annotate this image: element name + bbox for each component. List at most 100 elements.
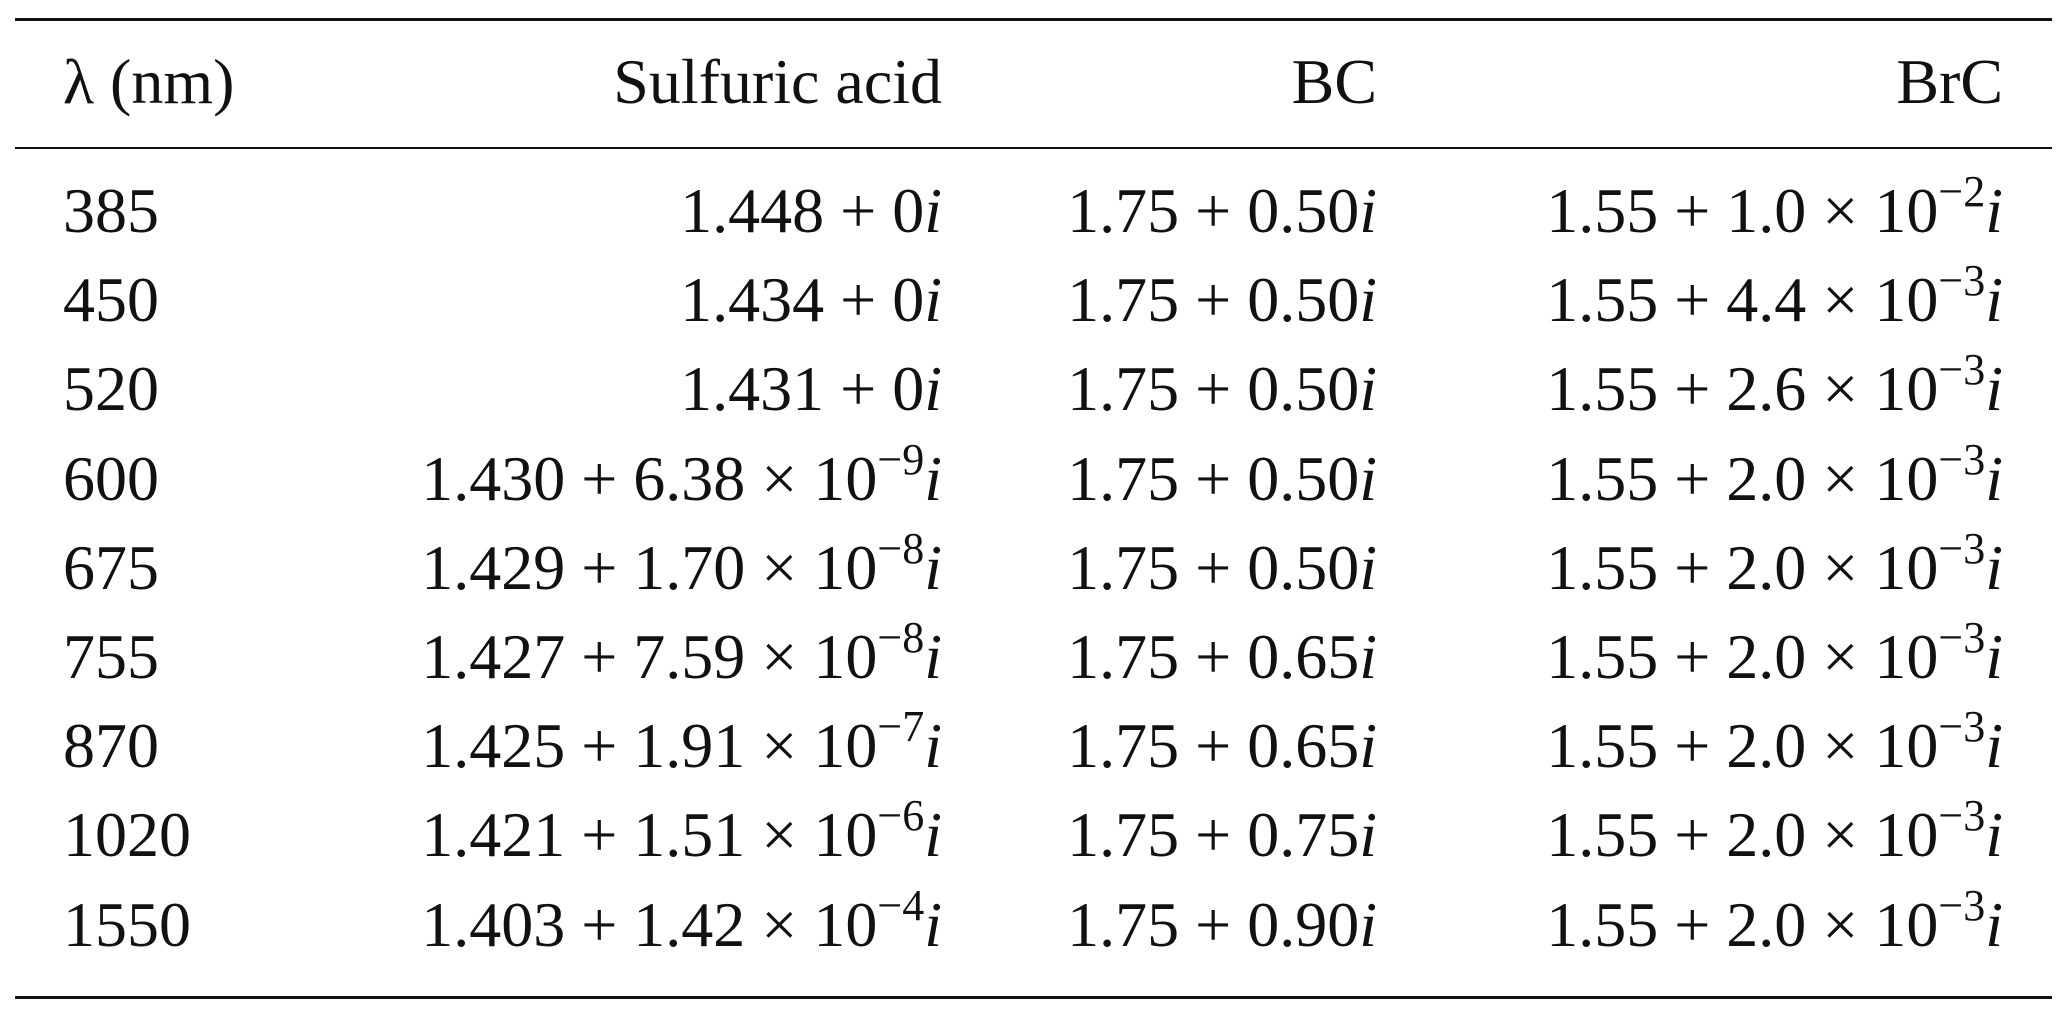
imaginary-unit: i [924, 353, 942, 425]
wavelength-cell: 1550 [63, 888, 191, 960]
index-cell: 1.75 + 0.65i [1067, 617, 1377, 697]
real-part: 1.75 + 0.75 [1067, 799, 1360, 871]
imaginary-unit: i [924, 621, 942, 692]
real-part: 1.75 + 0.50 [1067, 264, 1360, 336]
real-part: 1.403 + 1.42 × 10 [421, 888, 878, 960]
imaginary-unit: i [924, 442, 942, 514]
real-part: 1.55 + 2.0 × 10 [1546, 710, 1939, 782]
imaginary-unit: i [1359, 264, 1377, 336]
index-cell: 1.434 + 0i [680, 260, 942, 340]
real-part: 1.75 + 0.65 [1067, 621, 1360, 692]
exponent: −6 [877, 791, 925, 841]
wavelength-cell: 1020 [63, 799, 191, 871]
imaginary-unit: i [1985, 710, 2003, 782]
index-cell: 1.429 + 1.70 × 10−8i [421, 526, 942, 608]
exponent: −4 [877, 880, 925, 930]
real-part: 1.55 + 2.6 × 10 [1546, 353, 1939, 425]
imaginary-unit: i [1359, 799, 1377, 871]
real-part: 1.421 + 1.51 × 10 [421, 799, 878, 871]
imaginary-unit: i [1359, 175, 1377, 246]
wavelength-cell: 600 [63, 442, 159, 514]
real-part: 1.425 + 1.91 × 10 [421, 710, 878, 782]
index-cell: 1.75 + 0.90i [1067, 885, 1377, 965]
real-part: 1.55 + 1.0 × 10 [1546, 175, 1939, 246]
imaginary-unit: i [1985, 888, 2003, 960]
imaginary-unit: i [924, 531, 942, 603]
real-part: 1.75 + 0.50 [1067, 175, 1360, 246]
imaginary-unit: i [924, 710, 942, 782]
header-cell: Sulfuric acid [613, 46, 942, 117]
real-part: 1.448 + 0 [680, 175, 925, 246]
wavelength-cell: 520 [63, 353, 159, 425]
index-cell: 1.75 + 0.50i [1067, 260, 1377, 340]
index-cell: 1.75 + 0.50i [1067, 439, 1377, 519]
imaginary-unit: i [1359, 888, 1377, 960]
exponent: −8 [877, 523, 925, 573]
index-cell: 1.427 + 7.59 × 10−8i [421, 616, 942, 697]
real-part: 1.55 + 2.0 × 10 [1546, 888, 1939, 960]
wavelength-cell: 450 [63, 264, 159, 336]
real-part: 1.55 + 2.0 × 10 [1546, 442, 1939, 514]
real-part: 1.55 + 2.0 × 10 [1546, 621, 1939, 692]
exponent: −3 [1938, 434, 1986, 484]
index-cell: 1.425 + 1.91 × 10−7i [421, 705, 942, 786]
imaginary-unit: i [1985, 799, 2003, 871]
index-cell: 1.403 + 1.42 × 10−4i [421, 883, 942, 965]
bottom-rule [15, 996, 2052, 999]
header-cell: BrC [1896, 46, 2003, 117]
imaginary-unit: i [1359, 621, 1377, 692]
exponent: −7 [877, 702, 925, 752]
real-part: 1.431 + 0 [680, 353, 925, 425]
top-rule [15, 18, 2052, 21]
index-cell: 1.421 + 1.51 × 10−6i [421, 794, 942, 875]
real-part: 1.430 + 6.38 × 10 [421, 442, 878, 514]
index-cell: 1.55 + 2.0 × 10−3i [1546, 616, 2003, 697]
real-part: 1.75 + 0.50 [1067, 353, 1360, 425]
imaginary-unit: i [1359, 710, 1377, 782]
header-rule [15, 147, 2052, 149]
header-cell: λ (nm) [63, 46, 235, 117]
exponent: −3 [1938, 523, 1986, 573]
exponent: −3 [1938, 613, 1986, 662]
index-cell: 1.55 + 1.0 × 10−2i [1546, 170, 2003, 251]
real-part: 1.55 + 4.4 × 10 [1546, 264, 1939, 336]
index-cell: 1.75 + 0.50i [1067, 528, 1377, 608]
imaginary-unit: i [924, 799, 942, 871]
real-part: 1.75 + 0.50 [1067, 442, 1360, 514]
imaginary-unit: i [1985, 264, 2003, 336]
index-cell: 1.75 + 0.75i [1067, 795, 1377, 875]
index-cell: 1.448 + 0i [680, 171, 942, 251]
wavelength-cell: 385 [63, 175, 159, 246]
exponent: −3 [1938, 702, 1986, 752]
index-cell: 1.55 + 2.0 × 10−3i [1546, 705, 2003, 786]
imaginary-unit: i [1985, 531, 2003, 603]
imaginary-unit: i [1359, 442, 1377, 514]
exponent: −3 [1938, 256, 1986, 306]
header-cell: BC [1291, 46, 1377, 117]
imaginary-unit: i [1359, 531, 1377, 603]
imaginary-unit: i [1985, 353, 2003, 425]
index-cell: 1.75 + 0.65i [1067, 706, 1377, 786]
index-cell: 1.431 + 0i [680, 349, 942, 429]
index-cell: 1.430 + 6.38 × 10−9i [421, 437, 942, 519]
index-cell: 1.75 + 0.50i [1067, 349, 1377, 429]
imaginary-unit: i [924, 888, 942, 960]
index-cell: 1.75 + 0.50i [1067, 171, 1377, 251]
imaginary-unit: i [924, 175, 942, 246]
wavelength-cell: 755 [63, 621, 159, 692]
wavelength-cell: 870 [63, 710, 159, 782]
index-cell: 1.55 + 4.4 × 10−3i [1546, 259, 2003, 340]
exponent: −8 [877, 613, 925, 662]
index-cell: 1.55 + 2.0 × 10−3i [1546, 883, 2003, 965]
exponent: −9 [877, 434, 925, 484]
index-cell: 1.55 + 2.6 × 10−3i [1546, 348, 2003, 429]
imaginary-unit: i [1359, 353, 1377, 425]
exponent: −3 [1938, 880, 1986, 930]
imaginary-unit: i [1985, 175, 2003, 246]
wavelength-cell: 675 [63, 531, 159, 603]
real-part: 1.55 + 2.0 × 10 [1546, 531, 1939, 603]
real-part: 1.75 + 0.65 [1067, 710, 1360, 782]
exponent: −3 [1938, 345, 1986, 395]
imaginary-unit: i [924, 264, 942, 336]
